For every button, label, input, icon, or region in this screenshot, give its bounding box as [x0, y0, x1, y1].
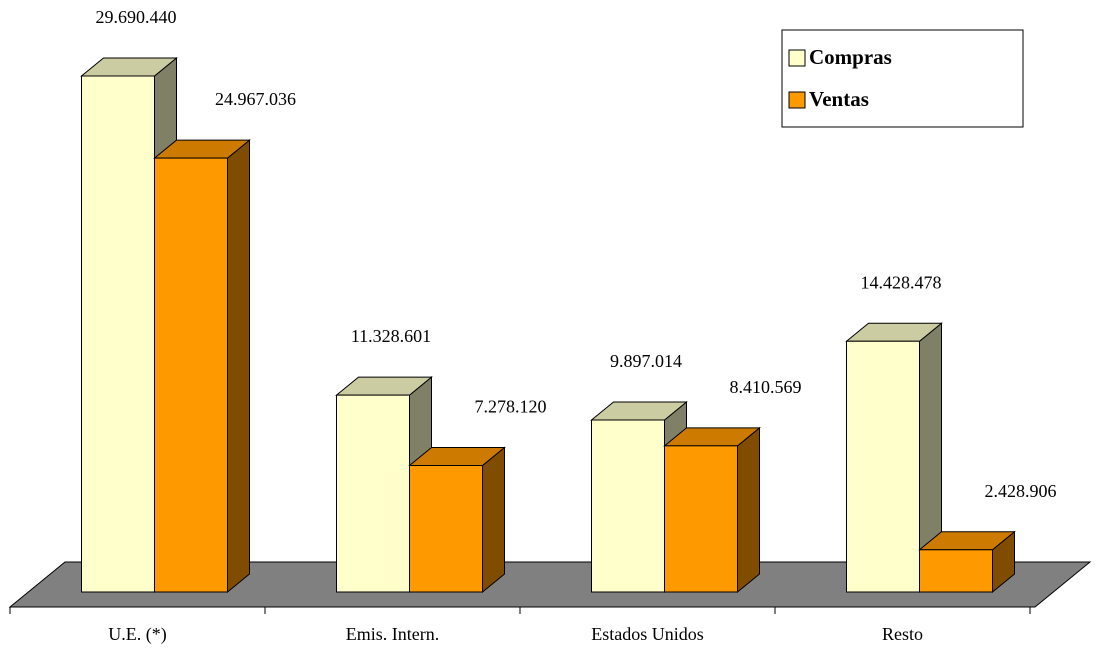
- bar-front: [591, 419, 665, 593]
- bar: [918, 530, 1016, 594]
- legend-swatch: [788, 91, 806, 109]
- bar: [408, 446, 506, 594]
- bars: [80, 56, 1016, 594]
- legend-box: [781, 29, 1024, 128]
- data-label: 2.428.906: [985, 481, 1057, 501]
- bar-side: [227, 139, 250, 594]
- bar-front: [336, 394, 410, 593]
- legend-swatch: [788, 49, 806, 67]
- legend-label: Compras: [809, 45, 892, 69]
- x-tick-label: Estados Unidos: [591, 624, 704, 644]
- bar-front: [919, 549, 993, 593]
- x-tick-label: Emis. Intern.: [346, 624, 439, 644]
- data-label: 14.428.478: [861, 272, 942, 292]
- bar-front: [846, 340, 920, 593]
- floor: [8, 561, 1092, 608]
- bar-front: [154, 157, 228, 593]
- x-tick-label: Resto: [882, 624, 923, 644]
- data-label: 24.967.036: [215, 89, 296, 109]
- data-label: 11.328.601: [351, 326, 431, 346]
- bar: [845, 322, 943, 594]
- data-label: 9.897.014: [610, 351, 682, 371]
- bar-side: [482, 446, 505, 594]
- x-tick-label: U.E. (*): [108, 624, 166, 645]
- legend: Compras Ventas: [781, 29, 1024, 128]
- bar: [663, 426, 761, 594]
- data-label: 29.690.440: [96, 7, 177, 27]
- bar-front: [409, 465, 483, 593]
- bar: [153, 139, 251, 594]
- data-label: 8.410.569: [730, 377, 802, 397]
- bar-front: [81, 75, 155, 593]
- bar-side: [737, 426, 760, 594]
- legend-label: Ventas: [809, 87, 869, 111]
- bar-front: [664, 445, 738, 593]
- data-label: 7.278.120: [475, 397, 547, 417]
